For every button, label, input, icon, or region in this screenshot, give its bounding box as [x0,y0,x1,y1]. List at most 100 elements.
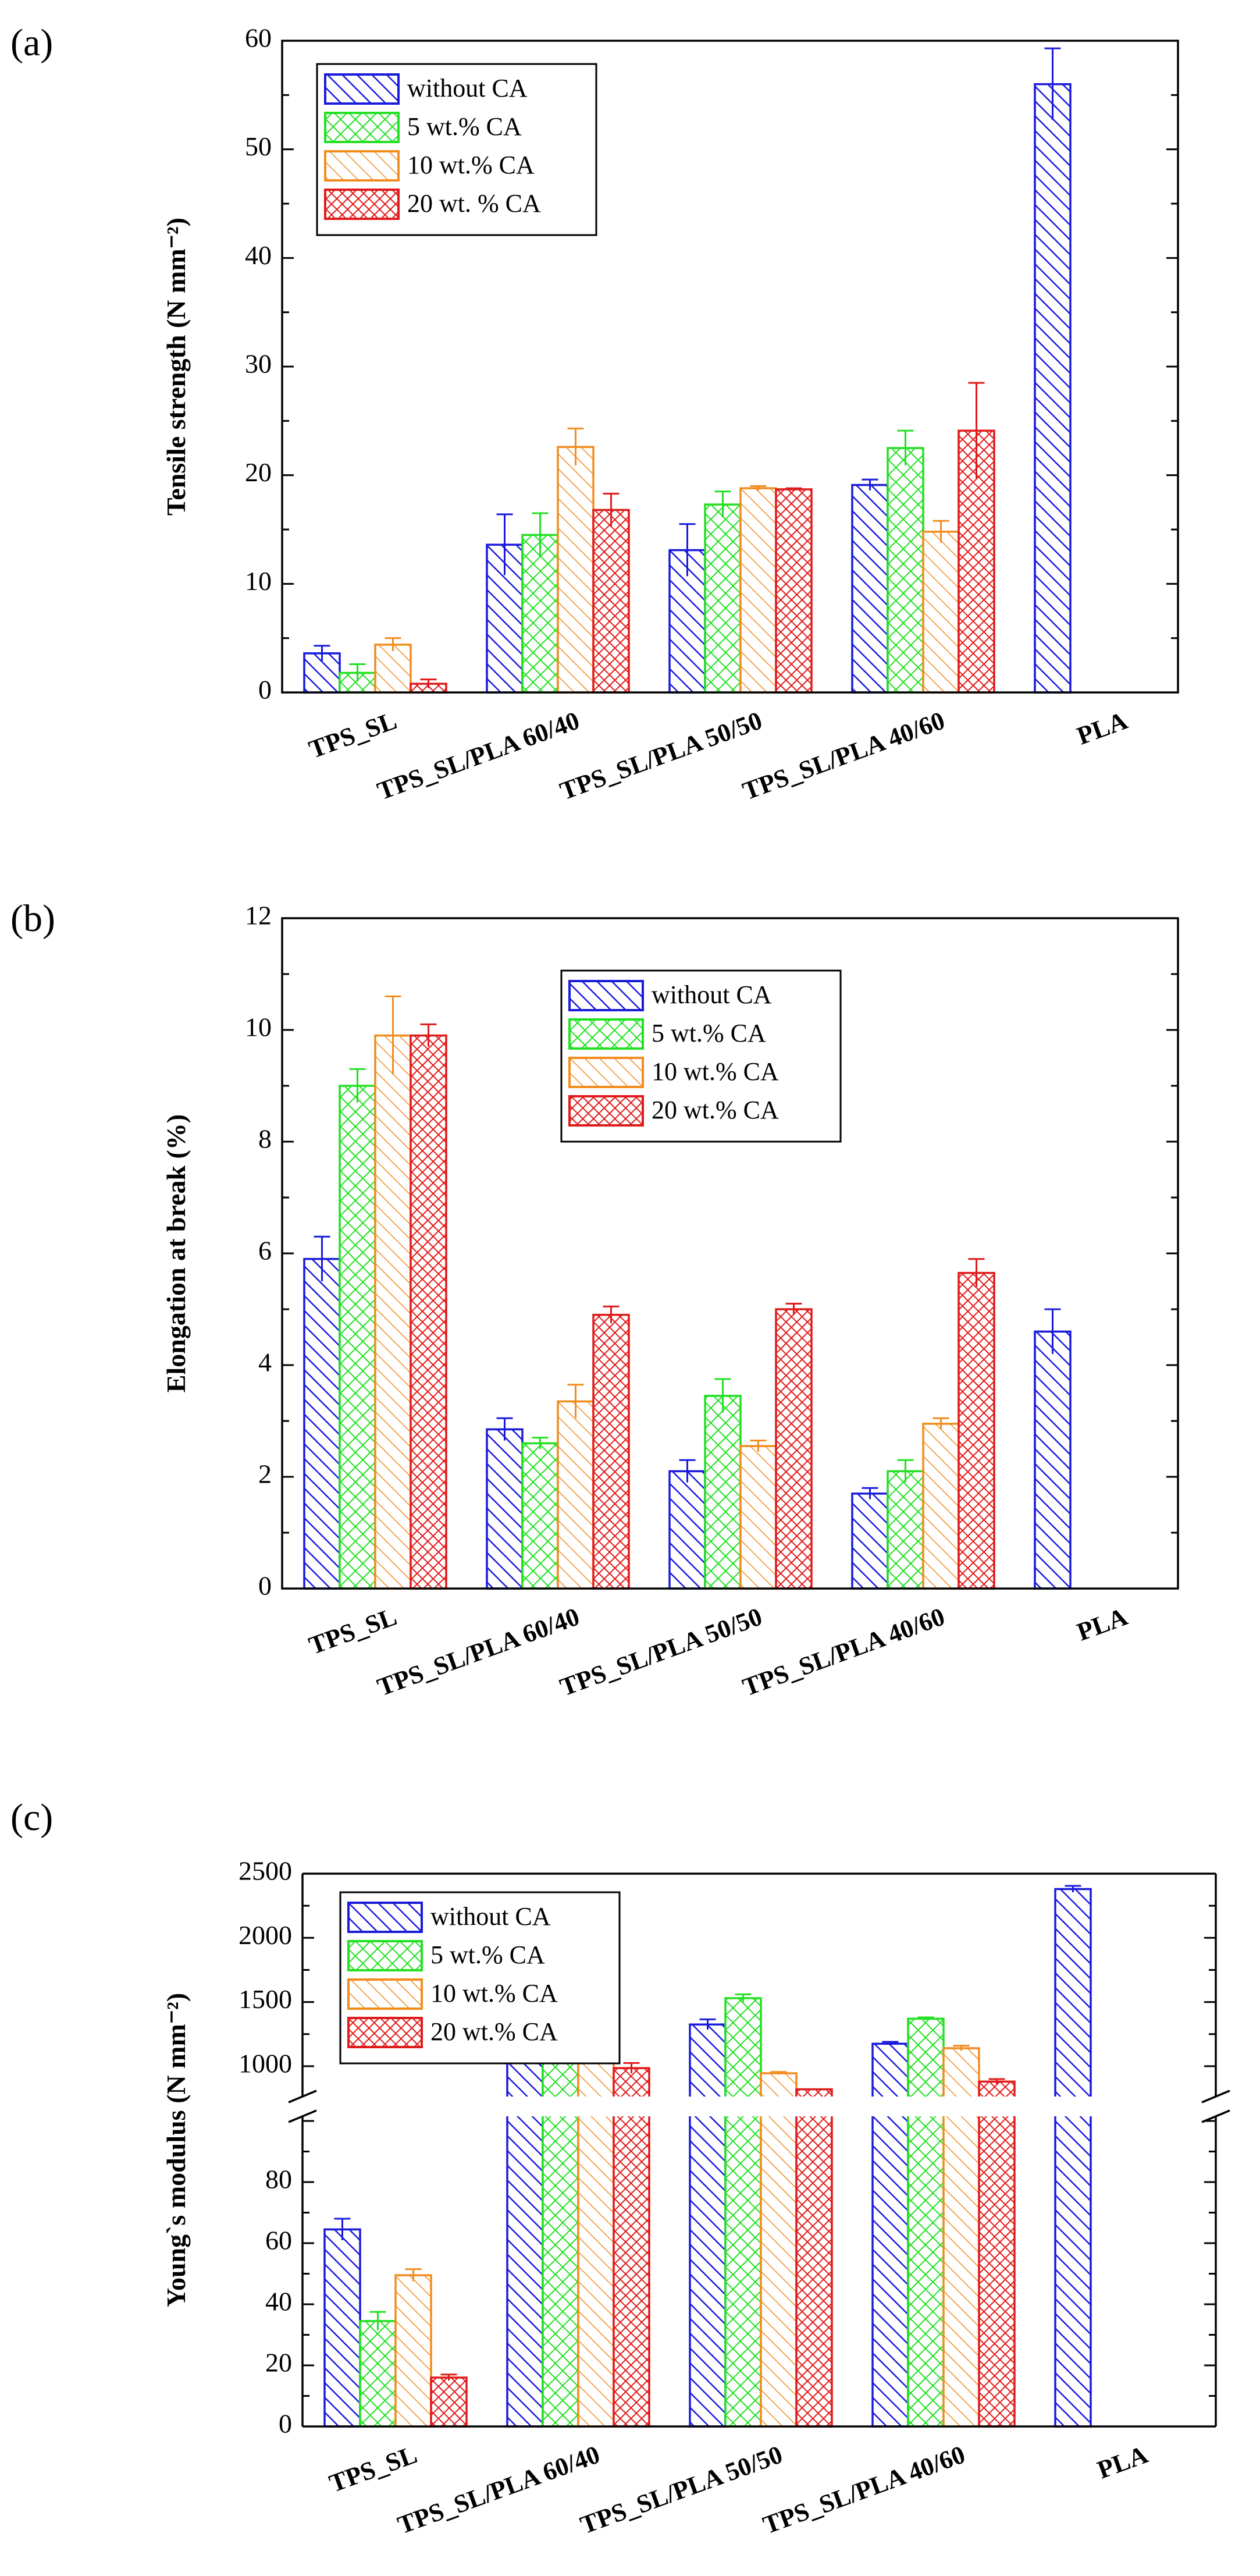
bar-without-ca-pla [1034,83,1072,694]
bar-5-wt-ca-tps-sl [339,671,376,694]
category-label-tps-sl: TPS_SL [305,1602,401,1660]
category-label-tps-sl-pla-40-60: TPS_SL/PLA 40/60 [739,1602,948,1701]
category-label-tps-sl-pla-60-40: TPS_SL/PLA 60/40 [394,2440,603,2539]
plot-frame [281,917,1179,1590]
bar-10-wt-ca-tps-sl-pla-40-60 [922,530,960,694]
legend-label-without-ca: without CA [652,980,772,1009]
bar-10-wt-ca-tps-sl-pla-50-50 [739,1445,777,1590]
legend-label-20-wt-ca: 20 wt.% CA [430,2017,558,2046]
bar-20-wt-ca-tps-sl-pla-40-60 [958,1271,995,1590]
legend-label-without-ca: without CA [430,1902,551,1931]
bar-without-ca-pla [1054,1888,1092,2428]
category-label-pla: PLA [1073,1602,1131,1646]
axis-break-mark [288,2090,317,2104]
y-tick-label: 50 [245,132,272,161]
bar-5-wt-ca-tps-sl-pla-40-60 [887,1470,924,1590]
category-label-tps-sl-pla-50-50: TPS_SL/PLA 50/50 [576,2440,786,2539]
bar-5-wt-ca-tps-sl-pla-40-60 [887,447,924,694]
bar-20-wt-ca-tps-sl-pla-50-50 [775,488,813,694]
category-label-tps-sl-pla-50-50: TPS_SL/PLA 50/50 [556,706,766,805]
y-tick-label: 1500 [239,1984,292,2014]
legend-swatch-without-ca [347,1902,423,1933]
panel-a: (a) 0 10 20 30 40 50 60 Tensile strength (N mm⁻²… [10,22,1179,805]
bar-without-ca-tps-sl-pla-50-50 [689,2023,727,2428]
panel-c: (c) 0 20 40 60 80 1000 1500 2000 2500 Young`s modu… [10,1796,1230,2539]
category-label-tps-sl-pla-50-50: TPS_SL/PLA 50/50 [556,1602,766,1701]
y-tick-label: 0 [258,1571,272,1601]
y-tick-label: 4 [258,1348,272,1377]
y-tick-label: 10 [245,566,272,596]
category-label-tps-sl: TPS_SL [305,706,401,764]
y-tick-label: 80 [265,2165,292,2194]
plot-frame [281,40,1179,694]
legend-swatch-5-wt-ca [568,1018,644,1050]
axis-break-gap [301,2097,1217,2116]
bar-20-wt-ca-tps-sl [430,2376,468,2428]
bar-20-wt-ca-tps-sl-pla-60-40 [592,1313,630,1590]
y-tick-label: 20 [245,457,272,487]
bar-5-wt-ca-tps-sl-pla-40-60 [907,2017,945,2428]
category-label-tps-sl: TPS_SL [326,2440,421,2498]
bar-without-ca-tps-sl-pla-60-40 [486,1428,524,1590]
bar-5-wt-ca-tps-sl-pla-60-40 [521,1442,559,1590]
bar-10-wt-ca-tps-sl [374,1034,412,1590]
axis-break-mark [288,2109,317,2123]
legend-label-10-wt-ca: 10 wt.% CA [652,1057,779,1086]
panel-b: (b) 0 2 4 6 8 10 12 Elongation at break (%) TPS_S… [10,897,1179,1701]
bar-20-wt-ca-tps-sl-pla-60-40 [613,2067,650,2428]
legend-swatch-5-wt-ca [324,112,400,143]
bar-20-wt-ca-tps-sl-pla-60-40 [592,509,630,694]
y-tick-label: 2000 [239,1920,292,1950]
legend-label-10-wt-ca: 10 wt.% CA [430,1979,558,2007]
bar-20-wt-ca-tps-sl [410,1034,447,1590]
legend: without CA 5 wt.% CA 10 wt.% CA 20 wt.% CA [339,1891,621,2065]
bar-5-wt-ca-tps-sl-pla-50-50 [704,1395,742,1590]
bar-without-ca-tps-sl-pla-50-50 [668,1470,706,1590]
bar-10-wt-ca-tps-sl [394,2274,432,2428]
y-tick-label: 0 [258,675,272,705]
y-tick-label: 6 [258,1236,272,1266]
y-axis-label: Tensile strength (N mm⁻²) [161,218,191,516]
category-label-pla: PLA [1073,706,1131,750]
legend-swatch-20-wt-ca [324,189,400,220]
panel-label: (a) [10,22,53,64]
bar-5-wt-ca-tps-sl-pla-60-40 [542,2017,579,2428]
panel-label: (b) [10,897,55,940]
bar-10-wt-ca-tps-sl [374,644,412,694]
bar-20-wt-ca-tps-sl-pla-40-60 [978,2080,1016,2428]
y-axis-label: Elongation at break (%) [161,1114,191,1392]
legend-swatch-without-ca [324,73,400,105]
legend-label-5-wt-ca: 5 wt.% CA [430,1941,545,1969]
y-tick-label: 20 [265,2348,292,2378]
y-tick-label: 40 [265,2287,292,2316]
category-label-tps-sl-pla-60-40: TPS_SL/PLA 60/40 [373,706,583,805]
legend-label-10-wt-ca: 10 wt.% CA [407,151,535,179]
legend-swatch-10-wt-ca [568,1057,644,1088]
bar-without-ca-tps-sl-pla-60-40 [506,2018,544,2428]
bar-5-wt-ca-tps-sl [339,1085,376,1590]
y-axis-label: Young`s modulus (N mm⁻²) [161,1993,191,2307]
bar-without-ca-pla [1034,1330,1072,1590]
y-tick-label: 0 [279,2409,292,2439]
legend-swatch-10-wt-ca [324,150,400,182]
y-tick-label: 30 [245,349,272,379]
legend: without CA 5 wt.% CA 10 wt.% CA 20 wt.% CA [560,969,842,1143]
legend-label-20-wt-ca: 20 wt.% CA [652,1096,779,1124]
legend-label-5-wt-ca: 5 wt.% CA [407,112,522,141]
legend-label-20-wt-ca: 20 wt. % CA [407,189,541,218]
category-label-tps-sl-pla-40-60: TPS_SL/PLA 40/60 [759,2440,969,2539]
bar-20-wt-ca-tps-sl-pla-50-50 [775,1308,813,1590]
legend-swatch-20-wt-ca [568,1095,644,1127]
axis-break-mark [1201,2109,1230,2123]
panel-label: (c) [10,1796,53,1839]
bar-10-wt-ca-tps-sl-pla-50-50 [739,487,777,694]
legend-label-5-wt-ca: 5 wt.% CA [652,1019,766,1047]
legend-label-without-ca: without CA [407,74,528,102]
bar-10-wt-ca-tps-sl-pla-50-50 [760,2072,798,2428]
bar-without-ca-tps-sl [303,1257,341,1590]
legend-swatch-20-wt-ca [347,2017,423,2048]
bar-10-wt-ca-tps-sl-pla-60-40 [577,2013,615,2428]
category-label-tps-sl-pla-60-40: TPS_SL/PLA 60/40 [373,1602,583,1701]
bar-5-wt-ca-tps-sl-pla-50-50 [704,503,742,694]
y-tick-label: 8 [258,1124,272,1154]
